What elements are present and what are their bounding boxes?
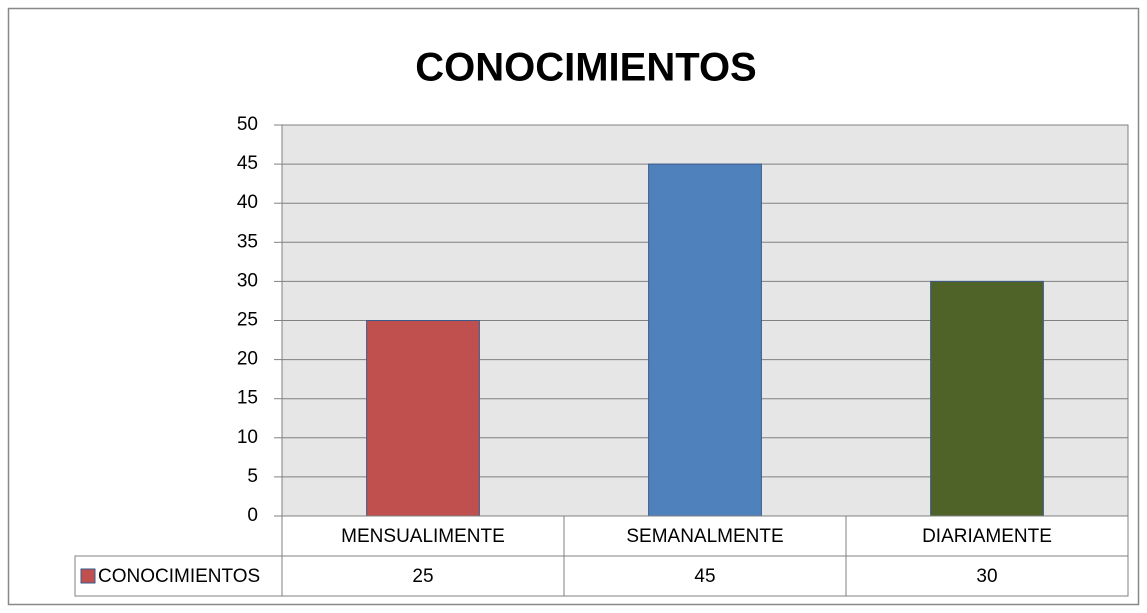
- legend-swatch: [80, 568, 96, 584]
- y-tick-label: 15: [237, 388, 258, 409]
- bar: [648, 163, 762, 517]
- y-tick-label: 5: [247, 466, 258, 487]
- chart-title: CONOCIMIENTOS: [415, 46, 757, 90]
- y-tick-label: 35: [237, 231, 258, 252]
- y-tick-label: 50: [237, 114, 258, 135]
- legend-label: CONOCIMIENTOS: [98, 566, 260, 587]
- bar: [930, 280, 1044, 517]
- y-tick-label: 30: [237, 270, 258, 291]
- x-tick-label: MENSUALIMENTE: [341, 526, 505, 547]
- y-tick-label: 20: [237, 349, 258, 370]
- table-value: 30: [976, 566, 997, 587]
- y-tick-label: 40: [237, 192, 258, 213]
- x-tick-label: DIARIAMENTE: [922, 526, 1052, 547]
- y-tick-label: 0: [247, 505, 258, 526]
- table-value: 45: [694, 566, 715, 587]
- table-value: 25: [412, 566, 433, 587]
- bar: [366, 320, 480, 517]
- x-tick-label: SEMANALMENTE: [626, 526, 783, 547]
- y-tick-label: 25: [237, 310, 258, 331]
- y-tick-label: 45: [237, 153, 258, 174]
- y-tick-label: 10: [237, 427, 258, 448]
